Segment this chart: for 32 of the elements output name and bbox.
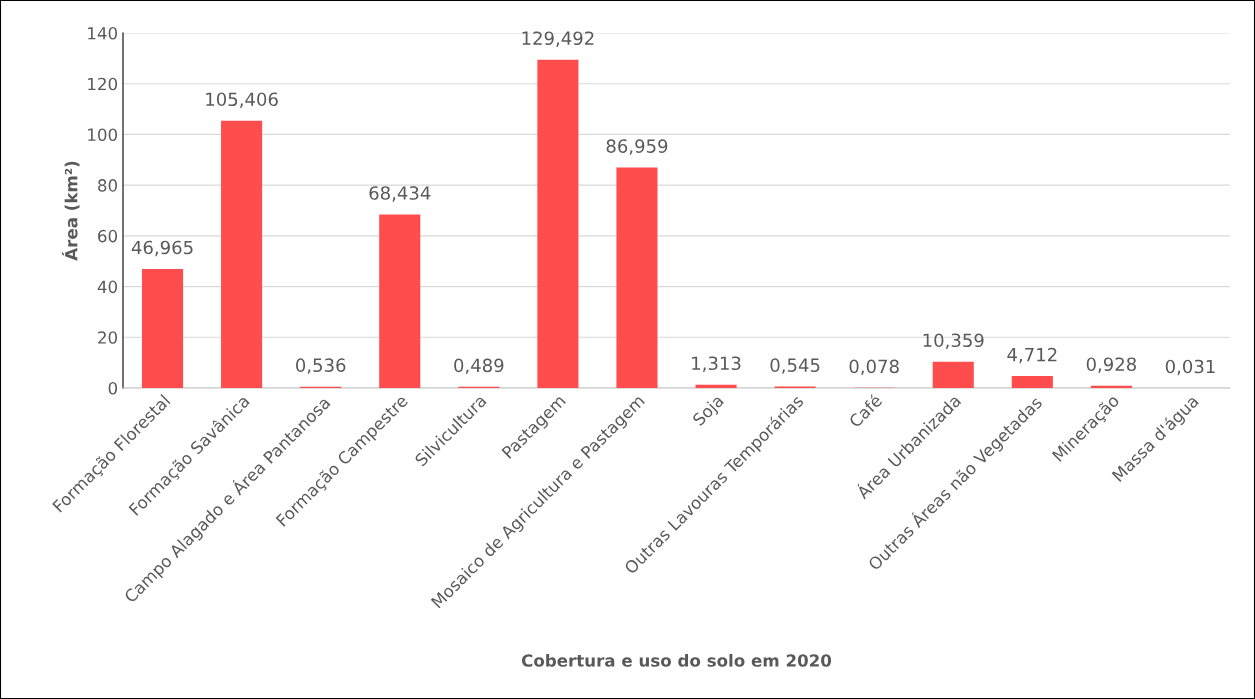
data-label: 0,928 [1086,357,1136,373]
bar [221,120,263,388]
data-label: 129,492 [522,31,594,47]
data-label: 86,959 [606,139,668,155]
x-axis-title: Cobertura e uso do solo em 2020 [521,653,832,667]
data-label: 0,536 [296,358,346,374]
bar [379,214,421,388]
y-tick-label: 0 [108,381,118,395]
data-label: 68,434 [369,186,431,202]
y-tick-label: 140 [88,26,118,40]
bar [1011,376,1053,388]
bar [537,59,579,388]
data-label: 46,965 [131,240,193,257]
data-label: 1,313 [692,356,741,372]
y-tick-label: 40 [97,280,118,294]
data-label: 0,489 [454,358,504,374]
data-label: 10,359 [923,333,984,349]
bar [932,361,974,388]
data-label: 0,078 [849,359,899,376]
data-label: 0,545 [770,358,820,374]
data-label: 0,031 [1165,359,1215,376]
y-tick-label: 100 [88,128,118,141]
data-label: 105,406 [206,92,278,108]
y-axis-title: Área (km²) [61,161,80,261]
y-tick-label: 120 [88,77,118,91]
bar [141,268,184,388]
data-label: 4,712 [1007,347,1057,364]
y-tick-label: 60 [98,229,118,243]
y-tick-label: 80 [98,179,118,192]
bar [616,167,658,388]
y-tick-label: 20 [98,331,118,344]
bar [695,384,737,388]
